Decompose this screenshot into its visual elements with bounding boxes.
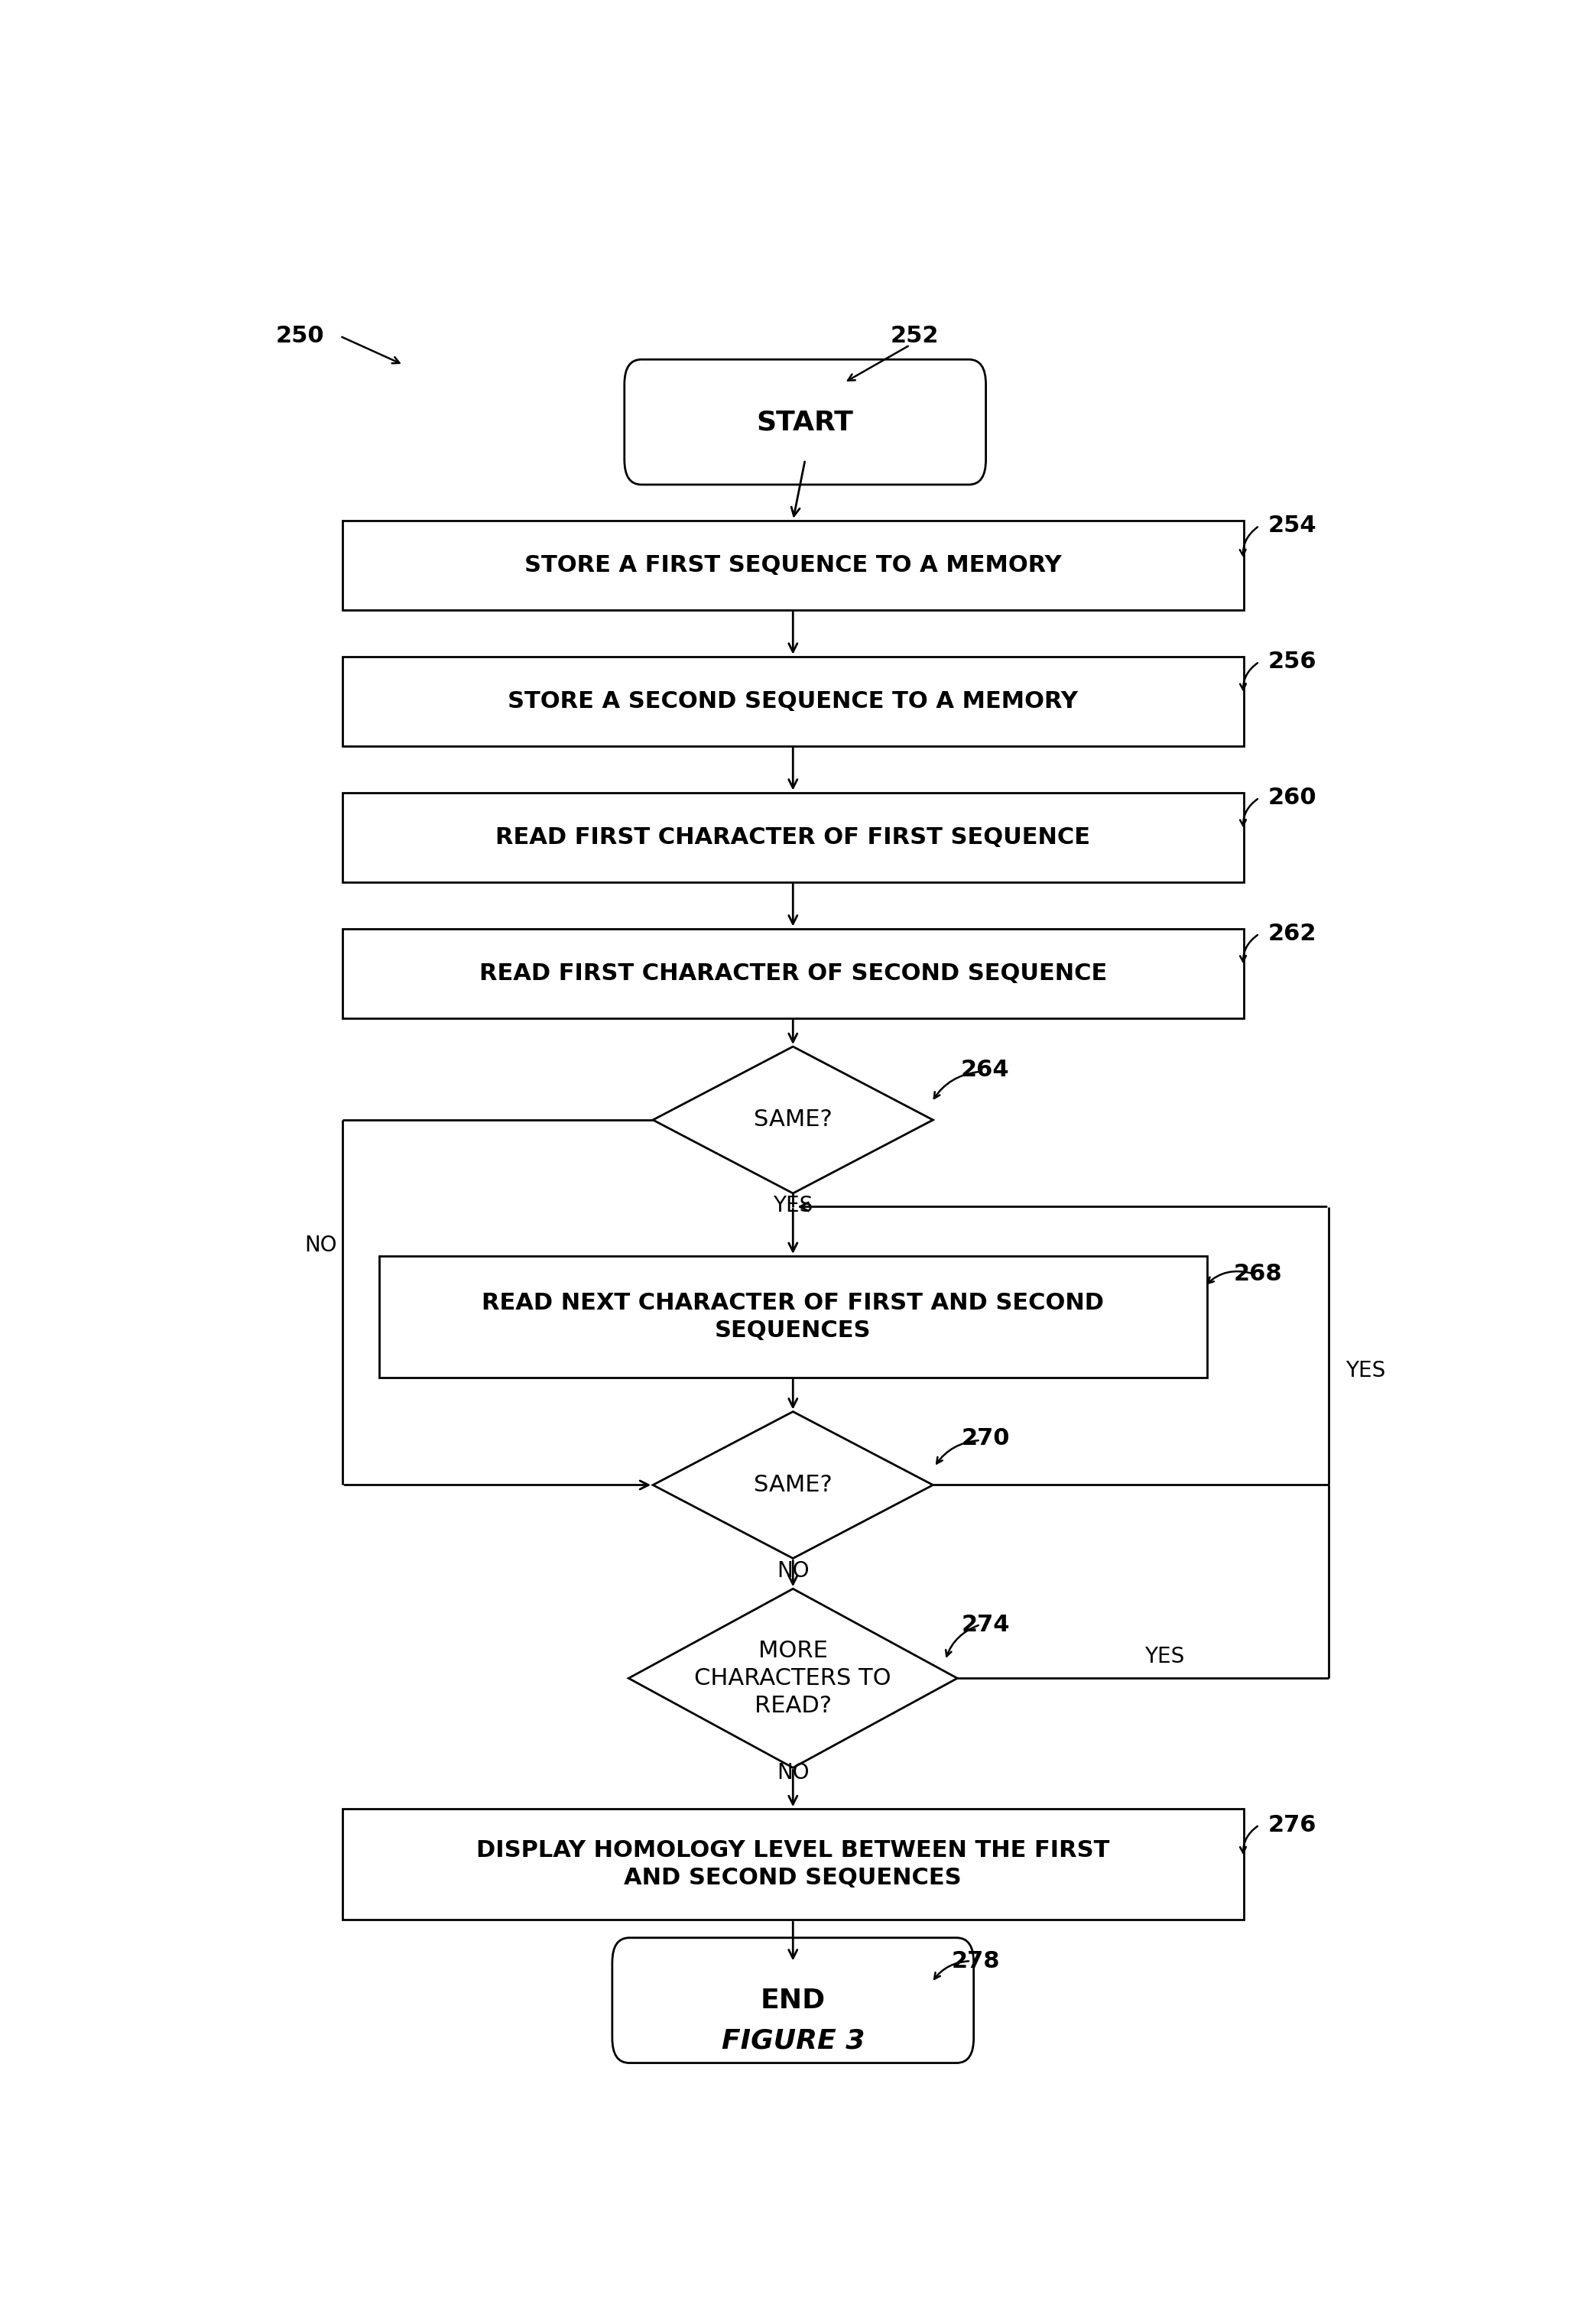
Text: READ FIRST CHARACTER OF SECOND SEQUENCE: READ FIRST CHARACTER OF SECOND SEQUENCE [479,962,1108,985]
Text: NO: NO [776,1762,809,1785]
Text: 264: 264 [961,1060,1010,1081]
Text: FIGURE 3: FIGURE 3 [721,2029,864,2054]
Bar [342,1808,1244,1920]
Text: 260: 260 [1268,788,1316,809]
Text: 250: 250 [275,325,324,346]
Text: MORE
CHARACTERS TO
READ?: MORE CHARACTERS TO READ? [694,1641,891,1717]
Text: STORE A FIRST SEQUENCE TO A MEMORY: STORE A FIRST SEQUENCE TO A MEMORY [525,553,1062,576]
Text: READ FIRST CHARACTER OF FIRST SEQUENCE: READ FIRST CHARACTER OF FIRST SEQUENCE [495,825,1090,848]
Text: YES: YES [1144,1645,1185,1669]
Bar [342,521,1244,609]
FancyBboxPatch shape [613,1938,974,2064]
Text: NO: NO [305,1234,336,1255]
Text: SAME?: SAME? [754,1473,833,1497]
Text: 276: 276 [1268,1815,1316,1836]
Text: YES: YES [773,1195,812,1215]
Text: SAME?: SAME? [754,1109,833,1132]
Text: STORE A SECOND SEQUENCE TO A MEMORY: STORE A SECOND SEQUENCE TO A MEMORY [507,690,1078,711]
Text: 262: 262 [1268,923,1316,946]
Text: 270: 270 [961,1427,1010,1450]
Text: 268: 268 [1233,1262,1282,1285]
Text: YES: YES [1345,1360,1386,1380]
Polygon shape [628,1590,957,1769]
Text: 256: 256 [1268,651,1316,674]
Text: START: START [757,409,853,435]
Text: NO: NO [776,1559,809,1583]
Bar [379,1255,1207,1378]
Bar [342,655,1244,746]
Bar [342,792,1244,881]
Text: DISPLAY HOMOLOGY LEVEL BETWEEN THE FIRST
AND SECOND SEQUENCES: DISPLAY HOMOLOGY LEVEL BETWEEN THE FIRST… [476,1841,1109,1889]
Text: 254: 254 [1268,514,1316,537]
Polygon shape [654,1046,933,1192]
Text: END: END [760,1987,825,2013]
FancyBboxPatch shape [624,360,987,486]
Text: 252: 252 [891,325,939,346]
Text: 274: 274 [961,1613,1010,1636]
Bar [342,930,1244,1018]
Polygon shape [654,1411,933,1559]
Text: 278: 278 [952,1950,999,1973]
Text: READ NEXT CHARACTER OF FIRST AND SECOND
SEQUENCES: READ NEXT CHARACTER OF FIRST AND SECOND … [482,1292,1104,1341]
